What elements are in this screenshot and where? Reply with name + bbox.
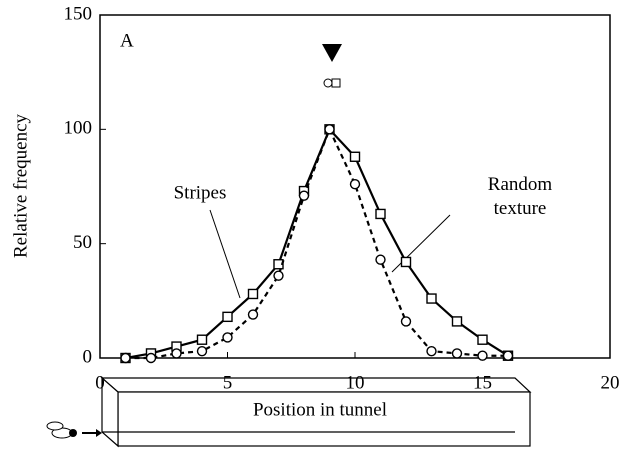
x-tick-label: 5 [223,372,233,393]
circle-marker [426,345,437,357]
square-marker [375,208,386,220]
fly-head [69,429,77,437]
peak-arrowhead [322,44,342,62]
circle-marker [196,345,208,357]
circle-marker [222,332,233,343]
circle-marker [120,352,131,364]
circle-marker [324,124,335,135]
fly-icon [46,421,102,439]
y-tick-label: 0 [83,346,93,367]
square-marker [426,293,437,304]
square-marker [451,316,463,327]
y-axis-label: Relative frequency [10,113,31,258]
x-tick-label: 10 [346,372,365,393]
tunnel-top [100,377,532,393]
square-marker [477,334,488,345]
leader-line [391,214,451,273]
circle-marker [477,350,488,361]
panel-label: A [120,30,134,51]
fly-arrowhead [96,429,102,437]
series-label: Random texture [488,174,553,219]
square-marker [196,334,208,345]
symbol-square [331,78,341,88]
y-tick-label: 100 [64,118,93,139]
tunnel-side [101,376,119,448]
circle-marker [298,190,310,201]
x-axis-label: Position in tunnel [253,399,387,420]
circle-marker [400,316,412,327]
circle-marker [502,350,514,361]
x-tick-label: 0 [95,372,105,393]
square-marker [349,151,361,162]
circle-marker [171,348,182,359]
square-marker [222,311,233,323]
y-tick-label: 150 [64,3,93,24]
leader-line [209,209,241,299]
square-marker [400,256,412,268]
series-label: Stripes [174,182,227,203]
y-tick-label: 50 [73,232,92,253]
circle-marker [375,254,386,265]
circle-marker [273,270,284,281]
tunnel-front [117,391,531,447]
tunnel [100,376,532,448]
fly-wing [46,421,64,431]
series-line [125,127,509,360]
series-line [125,126,508,360]
circle-marker [451,348,463,359]
circle-marker [349,179,361,190]
circle-marker [145,352,157,364]
circle-marker [247,309,259,320]
square-marker [247,288,259,300]
symbol-circle [323,78,333,88]
x-tick-label: 15 [473,372,492,393]
x-tick-label: 20 [601,372,620,393]
